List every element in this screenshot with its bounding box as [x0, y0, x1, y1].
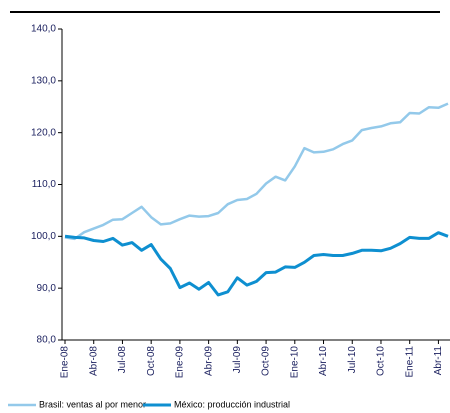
- x-tick-label: Ene-11: [404, 346, 415, 378]
- x-tick-label: Oct-08: [146, 346, 157, 376]
- x-tick-label: Oct-10: [376, 346, 387, 376]
- x-tick-label: Oct-09: [261, 346, 272, 376]
- x-tick-label: Ene-10: [289, 346, 300, 379]
- legend-label: México: producción industrial: [174, 399, 290, 409]
- legend-label: Brasil: ventas al por menor: [39, 399, 146, 409]
- x-tick-label: Abr-10: [318, 346, 329, 376]
- x-tick-label: Abr-08: [88, 346, 99, 376]
- y-tick-label: 110,0: [32, 179, 57, 190]
- series-line: [64, 231, 449, 297]
- series-line: [64, 102, 449, 241]
- y-tick-label: 90,0: [37, 283, 57, 294]
- x-tick-label: Jul-09: [232, 346, 243, 374]
- x-tick-label: Ene-08: [60, 346, 71, 379]
- x-tick-label: Ene-09: [175, 346, 186, 379]
- x-tick-label: Jul-08: [117, 346, 128, 374]
- x-tick-label: Jul-10: [347, 346, 358, 374]
- y-tick-label: 130,0: [31, 75, 56, 86]
- x-tick-label: Abr-09: [203, 346, 214, 376]
- y-tick-label: 100,0: [31, 231, 56, 242]
- y-tick-label: 140,0: [31, 24, 56, 35]
- y-tick-label: 120,0: [31, 127, 56, 138]
- x-tick-label: Abr-11: [433, 346, 444, 376]
- y-tick-label: 80,0: [37, 335, 57, 346]
